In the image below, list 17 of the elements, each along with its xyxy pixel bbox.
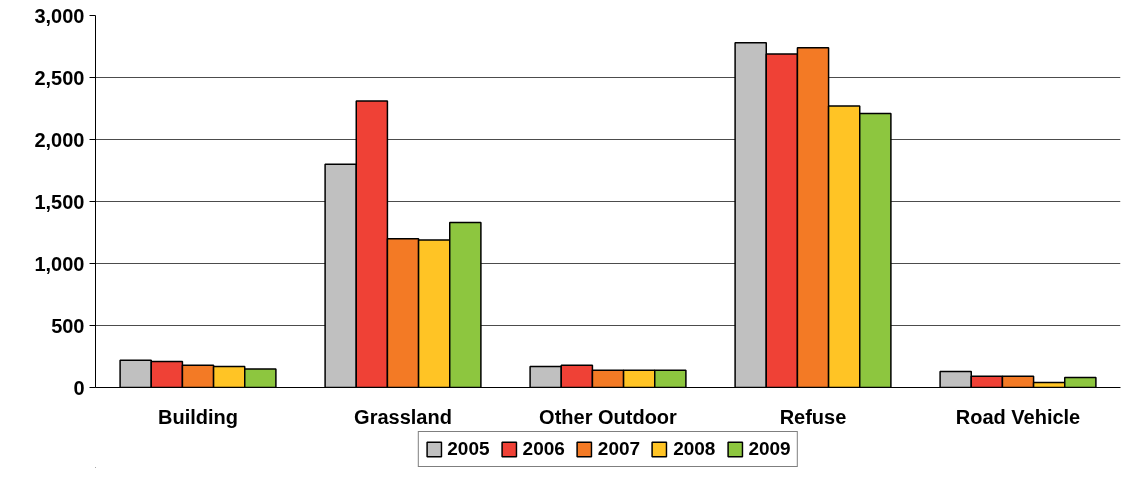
y-tick-label: 1,000 (34, 252, 85, 275)
y-tick-label: 0 (73, 376, 85, 399)
y-tick-label: 1,500 (34, 190, 85, 213)
x-tick-label: Refuse (779, 405, 847, 428)
legend-label: 2008 (673, 438, 716, 460)
legend-label: 2006 (522, 438, 565, 460)
legend-label: 2005 (447, 438, 490, 460)
y-tick-label: 2,000 (34, 128, 85, 151)
x-tick-label: Building (158, 405, 238, 428)
legend-label: 2007 (597, 438, 641, 460)
y-tick-label: 3,000 (34, 4, 85, 27)
x-tick-label: Road Vehicle (955, 405, 1081, 428)
y-tick-label: 500 (51, 314, 85, 337)
x-tick-label: Grassland (354, 405, 452, 428)
y-tick-label: 2,500 (34, 66, 85, 89)
legend-label: 2009 (748, 438, 791, 460)
x-tick-label: Other Outdoor (539, 405, 678, 428)
